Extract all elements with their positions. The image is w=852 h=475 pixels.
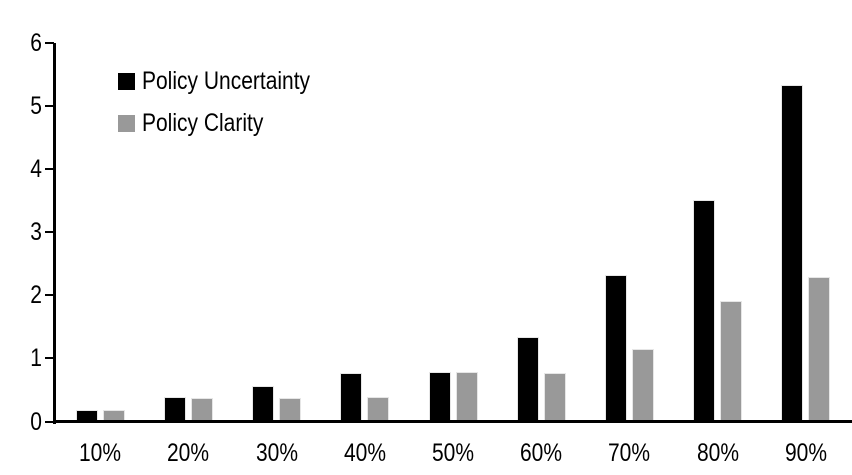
x-category-label: 40% [343,439,386,467]
legend-item-policy-uncertainty: Policy Uncertainty [118,66,342,95]
y-tick [45,294,54,297]
x-category-label: 90% [784,439,827,467]
bar-policy-uncertainty-20% [164,398,185,422]
bar-policy-uncertainty-90% [782,85,803,422]
legend-swatch-gray [118,114,135,132]
x-category-label: 50% [431,439,475,467]
bar-policy-uncertainty-10% [76,410,97,422]
x-category-label: 30% [255,439,298,467]
bar-policy-clarity-80% [721,302,742,422]
bar-policy-uncertainty-70% [605,275,626,422]
bar-policy-clarity-70% [632,350,653,422]
y-tick [45,231,54,234]
bar-policy-clarity-50% [456,373,477,422]
legend-label: Policy Clarity [142,108,264,137]
y-tick-label: 4 [30,155,42,184]
y-tick-label: 1 [30,344,42,373]
y-tick [45,420,54,423]
x-category-label: 60% [520,439,563,467]
bar-policy-uncertainty-80% [694,201,715,422]
y-tick-label: 0 [30,407,42,436]
bar-policy-clarity-30% [280,398,301,422]
y-tick [45,105,54,107]
y-tick [45,168,54,171]
x-category-label: 70% [608,439,651,467]
legend: Policy Uncertainty Policy Clarity [118,66,342,152]
bar-policy-uncertainty-50% [429,372,450,422]
x-category-label: 80% [696,439,739,467]
bar-policy-clarity-90% [809,278,830,422]
x-category-label: 20% [167,439,210,467]
y-tick-label: 2 [30,281,42,310]
legend-item-policy-clarity: Policy Clarity [118,108,342,137]
bar-policy-uncertainty-60% [517,338,538,422]
y-tick-label: 5 [30,92,42,120]
y-tick [45,357,54,360]
bar-policy-clarity-40% [368,398,389,422]
bar-policy-clarity-60% [544,374,565,422]
y-axis [53,43,56,424]
x-axis [53,420,852,423]
y-tick-label: 3 [30,218,42,247]
bar-policy-clarity-20% [191,398,212,422]
bar-policy-uncertainty-40% [341,374,362,422]
y-tick [45,41,54,44]
legend-label: Policy Uncertainty [142,66,311,95]
y-tick-label: 6 [30,28,42,57]
bar-policy-uncertainty-30% [253,386,274,422]
legend-swatch-black [118,72,135,90]
x-category-label: 10% [79,439,122,467]
bar-policy-clarity-10% [103,410,124,422]
